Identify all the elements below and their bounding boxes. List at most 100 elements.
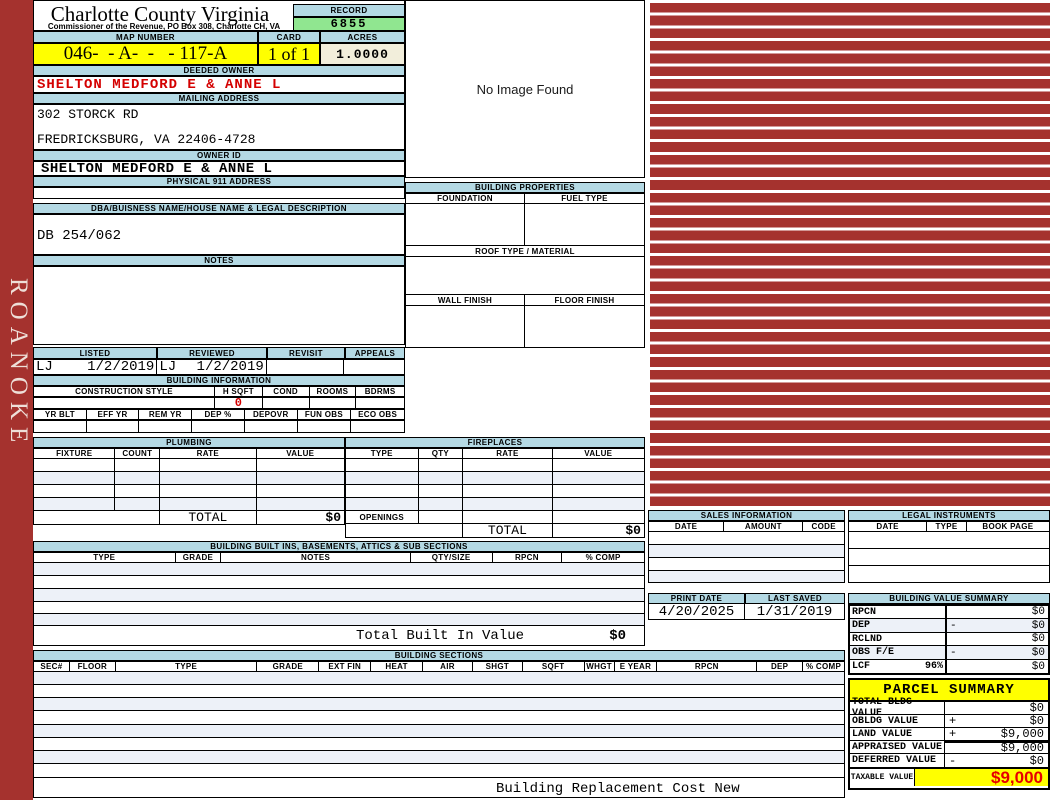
foundation-header: FOUNDATION — [406, 194, 525, 203]
building-info-value-row1: 0 — [33, 396, 405, 410]
acres-value: 1.0000 — [320, 43, 405, 65]
parcel-label: DEFERRED VALUE — [850, 754, 945, 767]
legal-instruments-header: LEGAL INSTRUMENTS — [848, 510, 1050, 521]
vs-label-cell: LCF 96% — [850, 660, 945, 673]
table-row — [345, 485, 645, 498]
empty-cell — [257, 472, 344, 484]
table-row — [33, 485, 345, 498]
whgt-header: WHGT — [585, 662, 615, 671]
owner-id-header: OWNER ID — [33, 150, 405, 161]
openings-rate-cell — [463, 511, 553, 523]
fuel-type-header: FUEL TYPE — [561, 194, 608, 203]
revisit-cell — [267, 360, 345, 374]
plumbing-column-headers: FIXTURE COUNT RATE VALUE — [33, 448, 345, 459]
fireplace-qty-header: QTY — [419, 449, 464, 458]
empty-cell — [160, 472, 257, 484]
sales-column-headers: DATE AMOUNT CODE — [648, 521, 845, 532]
value-summary-row: RCLND $0 — [850, 633, 1048, 646]
no-image-message: No Image Found — [476, 81, 574, 97]
plumbing-header: PLUMBING — [33, 437, 345, 448]
rate-header: RATE — [160, 449, 257, 458]
built-ins-column-headers: TYPE GRADE NOTES QTY/SIZE RPCN % COMP — [33, 552, 645, 563]
building-info-header-row2: YR BLT EFF YR REM YR DEP % DEPOVR FUN OB… — [33, 409, 405, 420]
reviewed-header: REVIEWED — [157, 347, 267, 359]
vs-label: DEP — [852, 620, 871, 631]
empty-cell — [115, 472, 161, 484]
table-row — [33, 751, 845, 764]
openings-label: OPENINGS — [346, 511, 419, 523]
table-row — [33, 764, 845, 778]
fireplace-value-header: VALUE — [584, 449, 613, 458]
bdrms-header: BDRMS — [364, 387, 396, 396]
builtin-comp-header: % COMP — [585, 553, 621, 562]
rpcn-header: RPCN — [657, 662, 758, 671]
floor-header: FLOOR — [70, 662, 116, 671]
bdrms-value — [356, 398, 404, 408]
roof-type-header: ROOF TYPE / MATERIAL — [475, 246, 575, 256]
parcel-label: TOTAL BLDG VALUE — [850, 697, 945, 719]
construction-style-header: CONSTRUCTION STYLE — [34, 387, 216, 396]
empty-cell — [34, 485, 116, 497]
parcel-summary-title: PARCEL SUMMARY — [848, 678, 1050, 702]
mailing-address-header: MAILING ADDRESS — [33, 93, 405, 104]
taxable-value-row: TAXABLE VALUE $9,000 — [850, 767, 1048, 787]
empty-cell — [419, 472, 464, 484]
builtin-notes-header: NOTES — [221, 553, 411, 562]
wall-floor-header-row: WALL FINISH FLOOR FINISH — [405, 295, 645, 306]
openings-value-cell — [553, 511, 644, 523]
empty-cell — [160, 459, 257, 471]
empty-cell — [553, 459, 644, 471]
remyr-value — [139, 421, 193, 432]
table-row — [33, 698, 845, 711]
value-summary-row: OBS F/E - $0 — [850, 646, 1048, 660]
reviewed-initials: LJ — [159, 359, 177, 375]
parcel-row: LAND VALUE + $9,000 — [850, 727, 1048, 741]
empty-cell — [346, 485, 419, 497]
empty-cell — [34, 459, 116, 471]
value-summary-row: RPCN $0 — [850, 606, 1048, 619]
built-ins-header: BUILDING BUILT INS, BASEMENTS, ATTICS & … — [33, 541, 645, 552]
sqft-header: SQFT — [523, 662, 585, 671]
empty-cell — [463, 472, 553, 484]
parcel-op: + — [949, 727, 957, 741]
fireplace-type-header: TYPE — [346, 449, 419, 458]
empty-cell — [553, 472, 644, 484]
dep-header: DEP — [757, 662, 804, 671]
vendor-sidebar: ROANOKE — [0, 0, 33, 800]
spacer-cell — [346, 524, 464, 537]
vs-value-cell: $0 — [945, 660, 1048, 673]
floor-finish-value — [525, 306, 644, 347]
parcel-label: APPRAISED VALUE — [850, 741, 945, 753]
construction-style-value — [34, 398, 216, 408]
building-information-header: BUILDING INFORMATION — [33, 375, 405, 386]
building-sections-column-headers: SEC# FLOOR TYPE GRADE EXT FIN HEAT AIR S… — [33, 661, 845, 672]
empty-cell — [160, 485, 257, 497]
air-header: AIR — [423, 662, 473, 671]
heat-header: HEAT — [371, 662, 424, 671]
review-value-row: LJ 1/2/2019 LJ 1/2/2019 — [33, 359, 405, 375]
sales-code-header: CODE — [811, 522, 836, 531]
spacer-cell — [34, 511, 161, 524]
property-photo-placeholder: No Image Found — [405, 0, 645, 178]
legal-date-header: DATE — [849, 522, 928, 531]
built-ins-total-value: $0 — [609, 628, 626, 644]
wall-floor-content-row — [405, 306, 645, 348]
empty-cell — [463, 498, 553, 510]
plumbing-total-label: TOTAL — [160, 510, 257, 525]
plumbing-total-value: $0 — [325, 510, 341, 525]
table-row — [648, 545, 845, 558]
reviewed-date: 1/2/2019 — [196, 359, 264, 375]
empty-cell — [419, 485, 464, 497]
empty-cell — [34, 472, 116, 484]
builtin-grade-header: GRADE — [176, 553, 222, 562]
table-row — [33, 685, 845, 698]
empty-cell — [160, 498, 257, 510]
table-row — [33, 498, 345, 511]
value-header: VALUE — [286, 449, 315, 458]
vs-op: - — [950, 646, 957, 659]
empty-cell — [346, 498, 419, 510]
taxable-value-label: TAXABLE VALUE — [850, 769, 915, 786]
table-row — [33, 614, 645, 626]
table-row — [848, 532, 1050, 549]
card-header: CARD — [258, 31, 320, 43]
